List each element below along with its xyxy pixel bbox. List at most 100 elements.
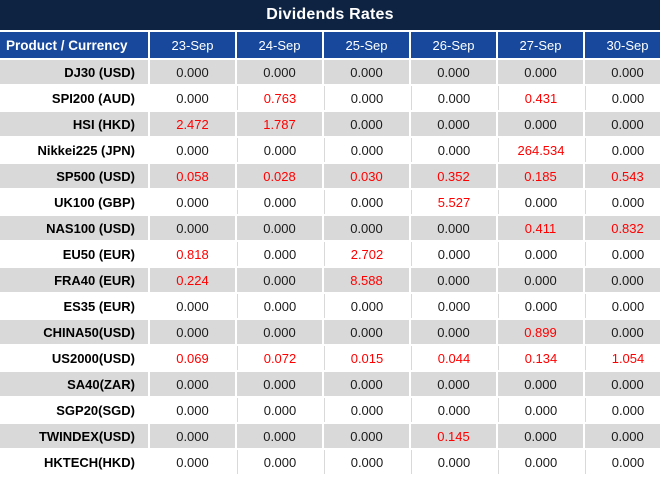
date-column-header: 26-Sep [411,32,496,58]
rate-value-cell: 0.000 [150,60,235,84]
product-cell: DJ30 (USD) [0,60,148,84]
product-cell: SP500 (USD) [0,164,148,188]
rate-value-cell: 0.000 [324,450,409,474]
rate-value-cell: 0.000 [150,86,235,110]
rate-value-cell: 0.000 [150,294,235,318]
rate-value-cell: 0.000 [150,216,235,240]
rate-value-cell: 0.000 [585,294,660,318]
rate-value-cell: 0.000 [237,450,322,474]
rate-value-cell: 0.000 [585,242,660,266]
rate-value-cell: 0.000 [585,86,660,110]
rate-value-cell: 0.000 [150,320,235,344]
rate-value-cell: 0.015 [324,346,409,370]
rate-value-cell: 1.787 [237,112,322,136]
table-row: EU50 (EUR) 0.818 0.000 2.702 0.000 0.000 0.000 [0,242,660,266]
rate-value-cell: 0.000 [324,424,409,448]
rate-value-cell: 0.352 [411,164,496,188]
date-column-header: 30-Sep [585,32,660,58]
table-row: CHINA50(USD) 0.000 0.000 0.000 0.000 0.899 0.0… [0,320,660,344]
rate-value-cell: 0.832 [585,216,660,240]
rate-value-cell: 0.000 [324,190,409,214]
table-row: Nikkei225 (JPN) 0.000 0.000 0.000 0.000 264.5… [0,138,660,162]
date-column-header: 23-Sep [150,32,235,58]
table-row: NAS100 (USD) 0.000 0.000 0.000 0.000 0.411 0.8… [0,216,660,240]
rate-value-cell: 0.000 [585,372,660,396]
rate-value-cell: 0.145 [411,424,496,448]
rate-value-cell: 0.000 [237,138,322,162]
rate-value-cell: 0.000 [237,294,322,318]
table-title-text: Dividends Rates [266,6,394,23]
table-row: SP500 (USD) 0.058 0.028 0.030 0.352 0.185 0.54… [0,164,660,188]
rate-value-cell: 0.543 [585,164,660,188]
table-row: SA40(ZAR) 0.000 0.000 0.000 0.000 0.000 0.000 [0,372,660,396]
table-row: US2000(USD) 0.069 0.072 0.015 0.044 0.134 1.05… [0,346,660,370]
rate-value-cell: 0.000 [411,320,496,344]
product-cell: TWINDEX(USD) [0,424,148,448]
rate-value-cell: 0.000 [411,112,496,136]
rate-value-cell: 0.000 [498,60,583,84]
rate-value-cell: 0.072 [237,346,322,370]
rate-value-cell: 0.000 [324,112,409,136]
rate-value-cell: 0.000 [324,86,409,110]
rate-value-cell: 264.534 [498,138,583,162]
rate-value-cell: 1.054 [585,346,660,370]
rate-value-cell: 0.044 [411,346,496,370]
rate-value-cell: 8.588 [324,268,409,292]
table-row: ES35 (EUR) 0.000 0.000 0.000 0.000 0.000 0.000 [0,294,660,318]
rate-value-cell: 0.058 [150,164,235,188]
product-cell: HSI (HKD) [0,112,148,136]
rate-value-cell: 0.000 [237,216,322,240]
table-row: HKTECH(HKD) 0.000 0.000 0.000 0.000 0.000 0.00… [0,450,660,474]
rate-value-cell: 0.000 [585,60,660,84]
table-title: Dividends Rates [0,0,660,30]
date-column-header: 25-Sep [324,32,409,58]
rate-value-cell: 0.000 [498,242,583,266]
rate-value-cell: 0.000 [498,424,583,448]
table-row: HSI (HKD) 2.472 1.787 0.000 0.000 0.000 0.000 [0,112,660,136]
rate-value-cell: 0.000 [498,398,583,422]
rate-value-cell: 0.224 [150,268,235,292]
rate-value-cell: 0.000 [411,86,496,110]
rate-value-cell: 0.000 [150,424,235,448]
rate-value-cell: 0.000 [237,372,322,396]
date-column-header: 27-Sep [498,32,583,58]
rate-value-cell: 0.000 [585,424,660,448]
rate-value-cell: 0.000 [237,190,322,214]
rate-value-cell: 0.000 [150,372,235,396]
rate-value-cell: 0.000 [324,398,409,422]
date-column-header: 24-Sep [237,32,322,58]
rate-value-cell: 0.000 [150,398,235,422]
rate-value-cell: 0.134 [498,346,583,370]
rate-value-cell: 0.000 [411,216,496,240]
rate-value-cell: 0.000 [237,398,322,422]
rate-value-cell: 0.818 [150,242,235,266]
table-row: FRA40 (EUR) 0.224 0.000 8.588 0.000 0.000 0.00… [0,268,660,292]
table-body: DJ30 (USD) 0.000 0.000 0.000 0.000 0.000 0.000… [0,60,660,474]
column-header-row: Product / Currency 23-Sep 24-Sep 25-Sep … [0,32,660,58]
rate-value-cell: 0.000 [411,372,496,396]
rate-value-cell: 0.411 [498,216,583,240]
table-row: DJ30 (USD) 0.000 0.000 0.000 0.000 0.000 0.000 [0,60,660,84]
rate-value-cell: 0.000 [585,112,660,136]
rate-value-cell: 0.000 [411,60,496,84]
dividends-rates-table: Product / Currency 23-Sep 24-Sep 25-Sep … [0,30,660,476]
rate-value-cell: 0.028 [237,164,322,188]
rate-value-cell: 0.000 [324,216,409,240]
rate-value-cell: 0.000 [150,138,235,162]
table-row: UK100 (GBP) 0.000 0.000 0.000 5.527 0.000 0.00… [0,190,660,214]
product-cell: HKTECH(HKD) [0,450,148,474]
product-cell: UK100 (GBP) [0,190,148,214]
rate-value-cell: 0.000 [150,190,235,214]
rate-value-cell: 0.000 [324,60,409,84]
rate-value-cell: 0.000 [324,320,409,344]
rate-value-cell: 0.000 [585,398,660,422]
rate-value-cell: 0.000 [324,294,409,318]
product-cell: FRA40 (EUR) [0,268,148,292]
table-row: SGP20(SGD) 0.000 0.000 0.000 0.000 0.000 0.000 [0,398,660,422]
rate-value-cell: 0.000 [585,138,660,162]
rate-value-cell: 0.000 [498,294,583,318]
product-cell: SPI200 (AUD) [0,86,148,110]
rate-value-cell: 0.000 [585,190,660,214]
rate-value-cell: 0.000 [150,450,235,474]
table-row: TWINDEX(USD) 0.000 0.000 0.000 0.145 0.000 0.0… [0,424,660,448]
